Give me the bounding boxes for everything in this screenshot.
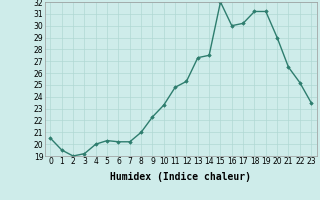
- X-axis label: Humidex (Indice chaleur): Humidex (Indice chaleur): [110, 172, 251, 182]
